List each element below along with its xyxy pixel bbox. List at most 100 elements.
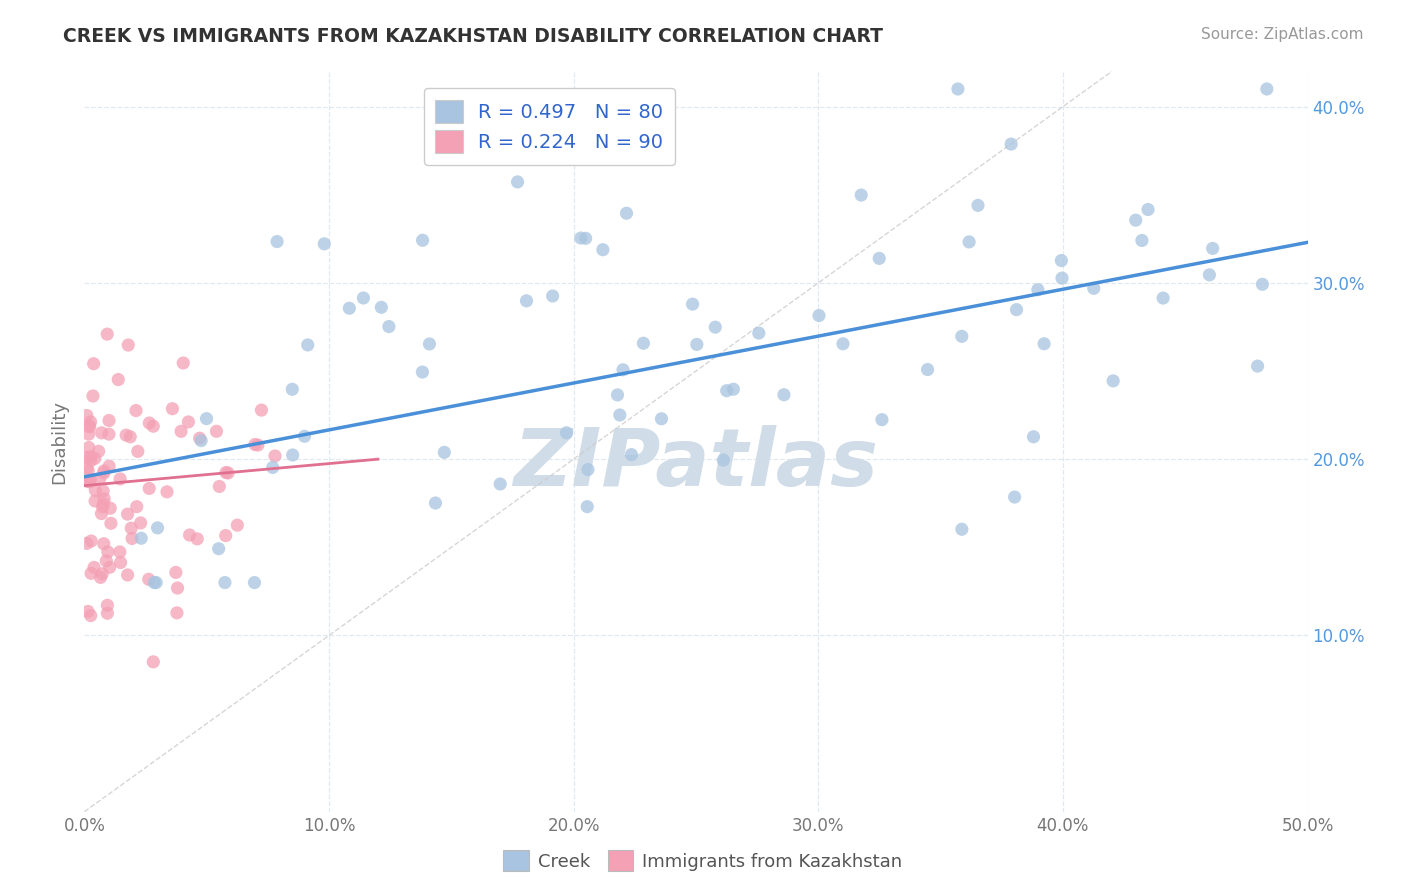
Point (1050, 271, 1073, 285)
Point (1005, 302, 1028, 317)
Text: CREEK VS IMMIGRANTS FROM KAZAKHSTAN DISABILITY CORRELATION CHART: CREEK VS IMMIGRANTS FROM KAZAKHSTAN DISA… (63, 27, 883, 45)
Point (79, 450, 101, 464)
Point (195, 411, 218, 425)
Point (576, 500, 599, 514)
Point (917, 362, 939, 376)
Point (243, 575, 266, 590)
Point (77, 427, 100, 442)
Point (80, 453, 103, 467)
Point (1152, 291, 1174, 305)
Point (190, 434, 212, 448)
Point (686, 337, 709, 351)
Point (1256, 82, 1278, 96)
Text: ZIPatlas: ZIPatlas (513, 425, 879, 503)
Point (711, 453, 734, 467)
Point (79, 415, 101, 429)
Point (723, 382, 745, 396)
Point (555, 425, 578, 440)
Point (188, 431, 211, 445)
Point (96, 327, 118, 342)
Point (205, 425, 228, 439)
Point (1198, 268, 1220, 282)
Point (125, 403, 148, 417)
Point (179, 528, 201, 542)
Point (177, 415, 200, 429)
Point (166, 581, 188, 595)
Point (868, 252, 890, 266)
Y-axis label: Disability: Disability (51, 400, 69, 483)
Point (515, 293, 537, 308)
Point (79, 475, 101, 489)
Point (166, 606, 188, 620)
Point (76, 460, 98, 475)
Point (264, 449, 287, 463)
Point (217, 466, 239, 480)
Point (115, 428, 138, 442)
Point (117, 338, 139, 352)
Point (606, 388, 628, 402)
Point (138, 572, 160, 586)
Point (208, 479, 231, 493)
Point (77, 418, 100, 433)
Point (93, 497, 115, 511)
Point (950, 329, 973, 343)
Point (145, 575, 167, 590)
Point (246, 438, 269, 452)
Point (1125, 213, 1147, 227)
Point (950, 522, 973, 536)
Point (378, 319, 401, 334)
Point (117, 507, 139, 521)
Point (314, 236, 336, 251)
Point (506, 175, 529, 189)
Point (90, 570, 112, 584)
Point (142, 419, 165, 434)
Point (83, 451, 105, 466)
Point (84, 494, 107, 508)
Point (541, 289, 564, 303)
Legend: R = 0.497   N = 80, R = 0.224   N = 90: R = 0.497 N = 80, R = 0.224 N = 90 (423, 88, 675, 164)
Point (412, 233, 434, 247)
Point (243, 437, 266, 451)
Point (967, 198, 990, 212)
Point (620, 448, 643, 462)
Point (1026, 283, 1049, 297)
Point (120, 430, 142, 444)
Point (96, 606, 118, 620)
Point (716, 384, 738, 398)
Point (1004, 490, 1026, 504)
Point (80, 566, 103, 581)
Point (704, 320, 727, 334)
Point (1022, 430, 1045, 444)
Point (79, 608, 101, 623)
Point (214, 575, 236, 590)
Point (411, 365, 433, 379)
Point (90, 507, 112, 521)
Point (418, 337, 440, 351)
Point (1251, 277, 1274, 292)
Point (576, 462, 599, 476)
Point (425, 496, 447, 510)
Point (79, 420, 101, 434)
Point (98, 560, 121, 574)
Point (1033, 336, 1056, 351)
Point (138, 416, 160, 430)
Point (370, 301, 392, 315)
Point (870, 412, 893, 426)
Point (89, 471, 111, 485)
Point (93, 537, 115, 551)
Point (98, 459, 121, 474)
Point (107, 373, 129, 387)
Point (352, 291, 374, 305)
Point (294, 429, 316, 443)
Point (1050, 253, 1073, 268)
Point (91, 500, 114, 514)
Point (186, 532, 208, 546)
Point (773, 388, 796, 402)
Point (110, 556, 132, 570)
Point (100, 516, 122, 531)
Point (1246, 359, 1268, 373)
Point (1137, 202, 1160, 217)
Point (650, 411, 672, 425)
Point (592, 243, 614, 257)
Point (165, 566, 187, 580)
